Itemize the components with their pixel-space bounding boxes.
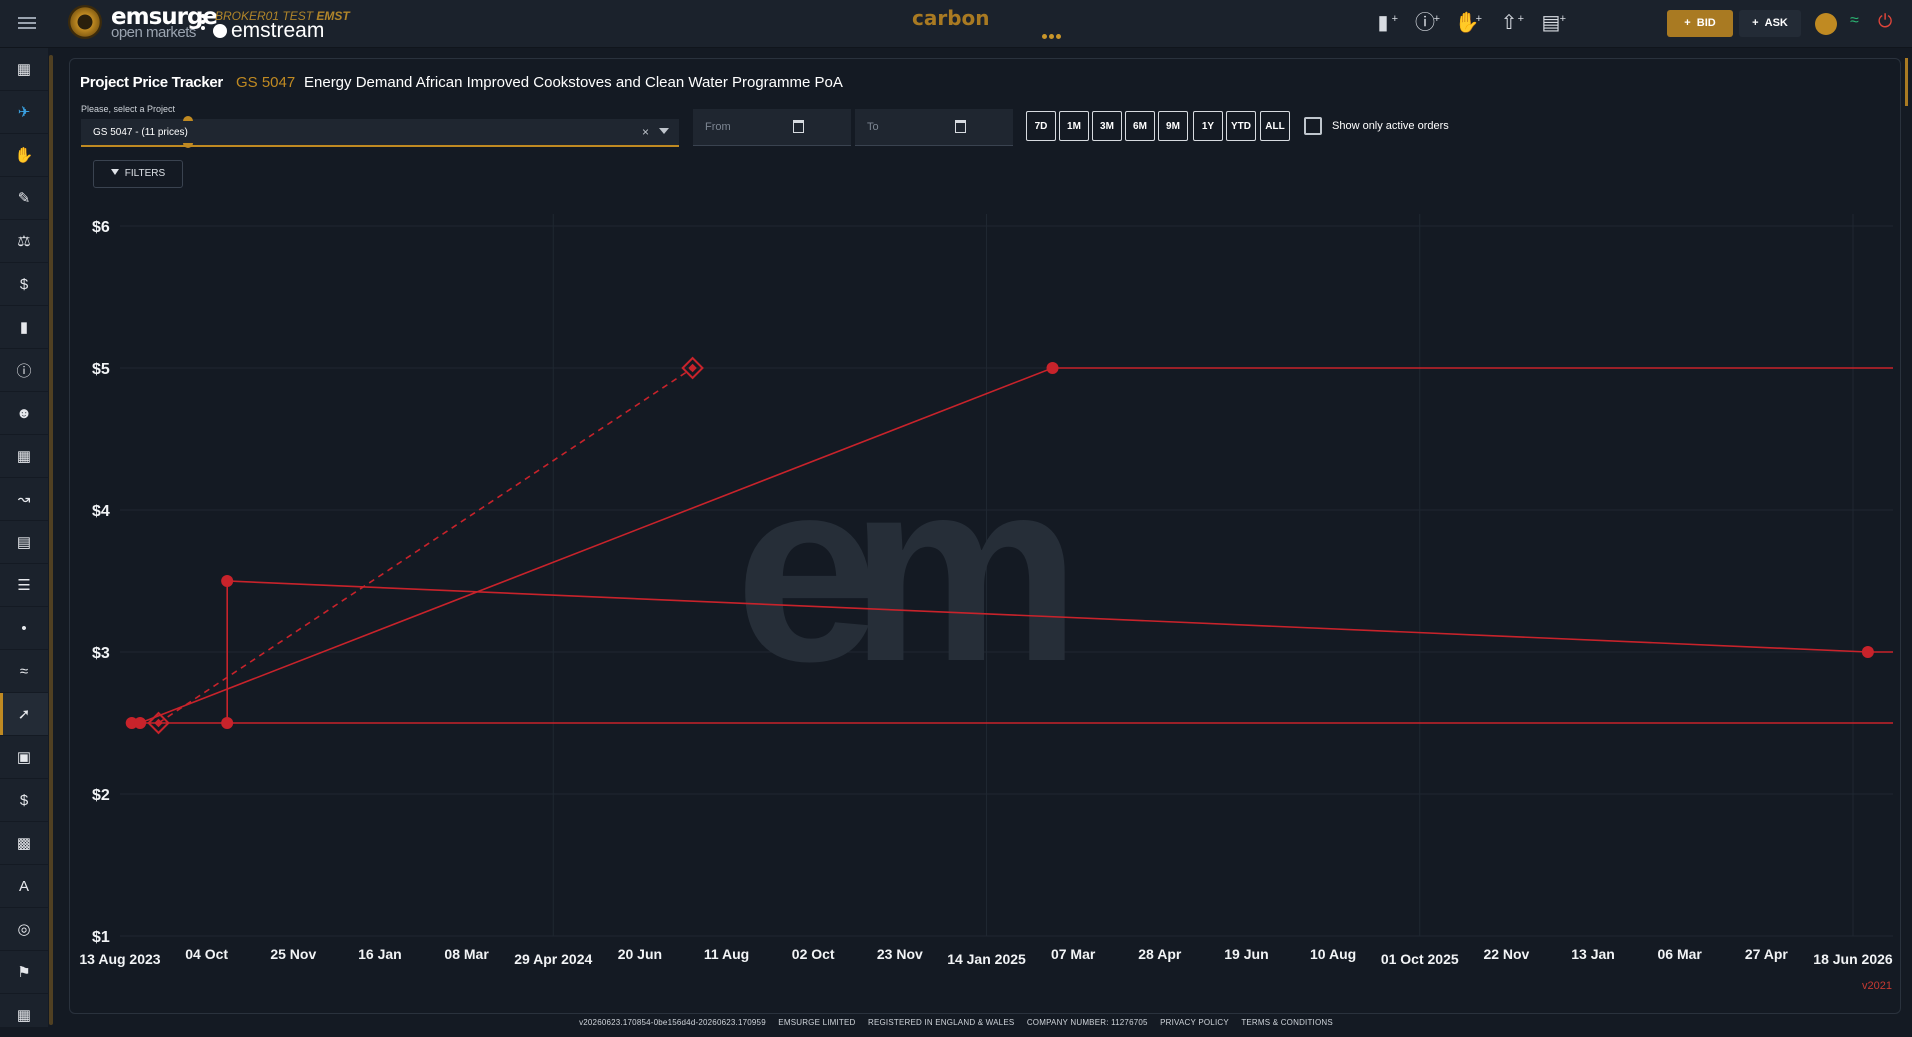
add-info-icon[interactable]: ⓘ + — [1415, 12, 1440, 34]
new-order-icon[interactable]: ✎ — [0, 177, 48, 220]
analytics-icon[interactable]: ↝ — [0, 478, 48, 521]
avatar[interactable] — [1815, 13, 1837, 35]
tag-icon[interactable]: ▮ — [0, 306, 48, 349]
briefcase-icon[interactable]: ▣ — [0, 736, 48, 779]
emstream-icon — [213, 24, 227, 38]
project-code: GS 5047 — [236, 74, 296, 91]
drag-handle[interactable] — [183, 116, 193, 121]
range-6m-button[interactable]: 6M — [1125, 111, 1155, 141]
bar-chart-icon[interactable]: ▩ — [0, 822, 48, 865]
filter-icon — [110, 169, 119, 175]
market-name[interactable]: carbon — [912, 6, 990, 30]
page-title: Project Price Tracker — [80, 74, 223, 91]
privacy-link[interactable]: PRIVACY POLICY — [1160, 1018, 1229, 1027]
terms-link[interactable]: TERMS & CONDITIONS — [1241, 1018, 1333, 1027]
plane-icon[interactable]: ✈ — [0, 91, 48, 134]
bubble-icon[interactable]: • — [0, 607, 48, 650]
build-version: v20260623.170854-0be156d4d-20260623.1709… — [579, 1018, 766, 1027]
emsurge-logo[interactable] — [68, 5, 102, 39]
brand-name: emsurge — [111, 4, 218, 30]
balance-icon[interactable]: ⚖ — [0, 220, 48, 263]
dashboard-icon[interactable]: ▦ — [0, 48, 48, 91]
drag-handle-bottom[interactable] — [183, 143, 193, 148]
flag-icon[interactable]: ⚑ — [0, 951, 48, 994]
price-tracker-panel — [69, 58, 1901, 1014]
project-select[interactable]: GS 5047 - (11 prices) × — [81, 116, 679, 148]
filters-button[interactable]: FILTERS — [93, 160, 183, 188]
globe-icon[interactable]: ◎ — [0, 908, 48, 951]
company-number: COMPANY NUMBER: 11276705 — [1026, 1018, 1148, 1027]
grid-icon[interactable]: ▦ — [0, 994, 48, 1037]
bid-button[interactable]: + BID — [1667, 10, 1733, 37]
upload-icon[interactable]: ⇧ + — [1500, 12, 1524, 34]
add-tag-icon[interactable]: ▮ + — [1377, 12, 1398, 34]
calendar-icon[interactable] — [793, 120, 804, 133]
range-7d-button[interactable]: 7D — [1026, 111, 1056, 141]
active-orders-checkbox[interactable] — [1304, 117, 1322, 135]
range-3m-button[interactable]: 3M — [1092, 111, 1122, 141]
translate-icon[interactable]: A — [0, 865, 48, 908]
project-name: Energy Demand African Improved Cookstove… — [304, 74, 843, 91]
brand-sub: open markets — [111, 24, 196, 41]
add-deal-icon[interactable]: ✋ + — [1454, 12, 1482, 34]
calendar-icon[interactable] — [955, 120, 966, 133]
line-chart-icon[interactable]: ➚ — [0, 693, 48, 736]
more-vert-icon[interactable] — [201, 12, 206, 32]
multiline-icon[interactable]: ≈ — [0, 650, 48, 693]
sidebar-scrollbar[interactable] — [49, 55, 53, 1025]
range-ytd-button[interactable]: YTD — [1226, 111, 1256, 141]
list-alt-icon[interactable]: ☰ — [0, 564, 48, 607]
page-scrollbar[interactable] — [1905, 58, 1908, 106]
top-bar: emsurge open markets BROKER01 TEST EMST … — [0, 0, 1912, 48]
footer: v20260623.170854-0be156d4d-20260623.1709… — [0, 1018, 1912, 1027]
table-icon[interactable]: ▦ — [0, 435, 48, 478]
emstream-brand: emstream — [213, 19, 324, 43]
version-label: v2021 — [1862, 980, 1892, 992]
company-name: EMSURGE LIMITED — [778, 1018, 856, 1027]
sidebar: ▦ ✈ ✋ ✎ ⚖ $ ▮ ⓘ ☻ ▦ ↝ ▤ ☰ • ≈ ➚ ▣ $ ▩ A … — [0, 48, 48, 1037]
range-9m-button[interactable]: 9M — [1158, 111, 1188, 141]
active-orders-label: Show only active orders — [1332, 120, 1449, 132]
to-date-field[interactable]: To — [855, 109, 1013, 146]
list-icon[interactable]: ▤ — [0, 521, 48, 564]
broker-label: BROKER01 TEST EMST — [215, 9, 350, 23]
project-select-label: Please, select a Project — [81, 104, 176, 114]
range-1y-button[interactable]: 1Y — [1193, 111, 1223, 141]
dollar-swap-icon[interactable]: $ — [0, 263, 48, 306]
range-1m-button[interactable]: 1M — [1059, 111, 1089, 141]
to-placeholder: To — [867, 121, 879, 133]
connection-icon: ≈ — [1850, 12, 1859, 29]
project-select-value: GS 5047 - (11 prices) — [93, 127, 188, 138]
registered-info: REGISTERED IN ENGLAND & WALES — [867, 1018, 1015, 1027]
ask-button[interactable]: + ASK — [1739, 10, 1801, 37]
market-more-icon[interactable] — [1042, 26, 1063, 44]
menu-icon[interactable] — [18, 14, 36, 32]
power-icon[interactable]: ⏻ — [1878, 11, 1893, 31]
clear-icon[interactable]: × — [641, 125, 649, 139]
info-icon[interactable]: ⓘ — [0, 349, 48, 392]
dollar-icon[interactable]: $ — [0, 779, 48, 822]
from-date-field[interactable]: From — [693, 109, 851, 146]
chevron-down-icon[interactable] — [659, 128, 669, 134]
users-icon[interactable]: ☻ — [0, 392, 48, 435]
range-all-button[interactable]: ALL — [1260, 111, 1290, 141]
add-list-icon[interactable]: ▤ + — [1541, 12, 1566, 34]
from-placeholder: From — [705, 121, 731, 133]
handshake-icon[interactable]: ✋ — [0, 134, 48, 177]
